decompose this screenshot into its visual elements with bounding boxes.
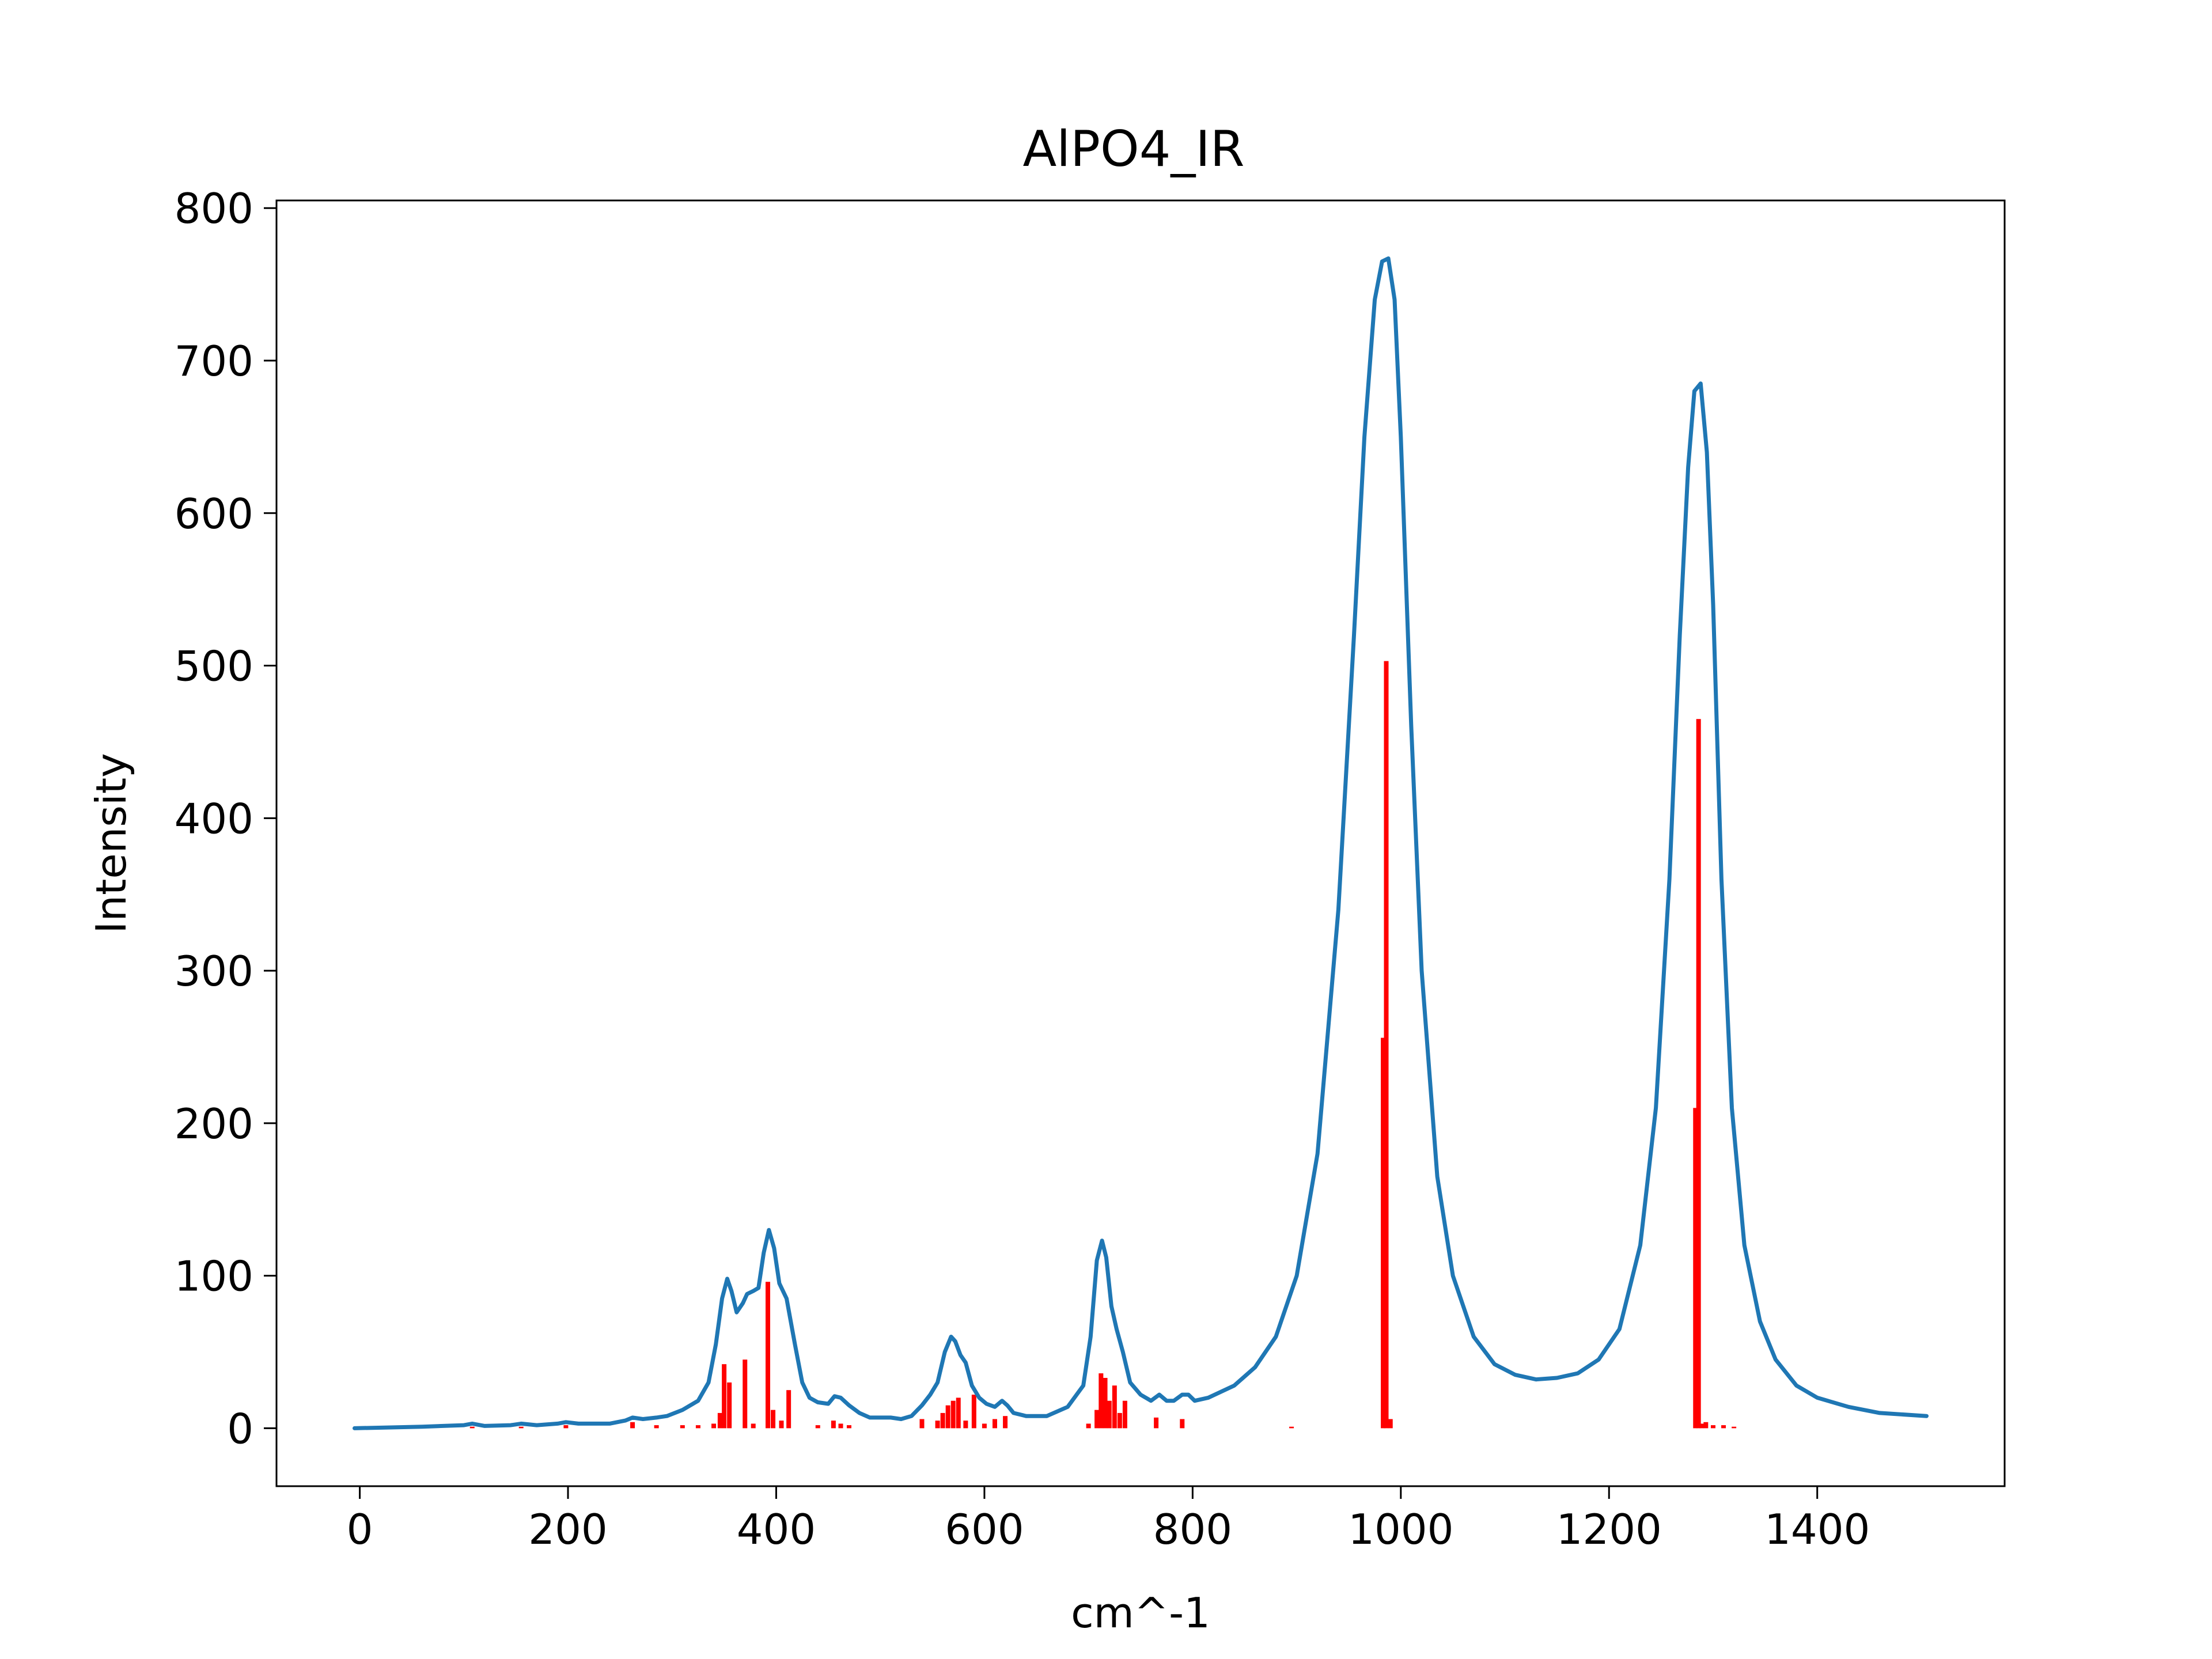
stick-bar xyxy=(1112,1385,1117,1429)
plot-area xyxy=(353,256,1929,1430)
stick-bar xyxy=(563,1425,569,1429)
stick-bar xyxy=(722,1364,727,1429)
chart-title: AlPO4_IR xyxy=(1022,120,1244,178)
stick-bar xyxy=(727,1382,732,1429)
stick-bar xyxy=(1003,1416,1008,1429)
stick-bar xyxy=(751,1423,756,1429)
y-tick-label: 0 xyxy=(227,1404,253,1453)
x-tick-label: 1000 xyxy=(1348,1505,1453,1554)
stick-series xyxy=(469,661,1737,1429)
stick-bar xyxy=(982,1423,987,1429)
stick-bar xyxy=(1122,1400,1127,1429)
stick-bar xyxy=(1699,1423,1705,1429)
x-tick-label: 600 xyxy=(945,1505,1024,1554)
x-axis: 0 200 400 600 800 1000 1200 1400 xyxy=(347,1486,1870,1554)
stick-bar xyxy=(1103,1378,1108,1429)
stick-bar xyxy=(654,1425,659,1429)
y-axis: 0 100 200 300 400 500 600 700 800 xyxy=(175,184,276,1453)
x-tick-label: 1400 xyxy=(1764,1505,1870,1554)
stick-bar xyxy=(940,1412,945,1429)
stick-bar xyxy=(1289,1426,1294,1429)
stick-bar xyxy=(1107,1400,1112,1429)
y-tick-label: 800 xyxy=(175,184,253,233)
stick-bar xyxy=(766,1282,771,1429)
stick-bar xyxy=(717,1412,722,1429)
x-axis-label: cm^-1 xyxy=(1071,1589,1210,1637)
y-tick-label: 200 xyxy=(175,1100,253,1148)
stick-bar xyxy=(1099,1373,1104,1429)
stick-bar xyxy=(630,1422,635,1429)
stick-bar xyxy=(680,1425,685,1429)
y-tick-label: 300 xyxy=(175,947,253,995)
stick-bar xyxy=(971,1395,976,1429)
stick-bar xyxy=(1094,1410,1100,1429)
stick-bar xyxy=(992,1419,997,1429)
stick-bar xyxy=(786,1390,791,1429)
spectrum-line xyxy=(353,256,1929,1430)
stick-bar xyxy=(950,1400,956,1429)
stick-bar xyxy=(1710,1425,1715,1429)
y-tick-label: 600 xyxy=(175,490,253,538)
y-tick-label: 100 xyxy=(175,1252,253,1301)
stick-bar xyxy=(1180,1419,1185,1429)
stick-bar xyxy=(1703,1422,1709,1429)
stick-bar xyxy=(1381,1037,1386,1429)
stick-bar xyxy=(743,1359,748,1429)
stick-bar xyxy=(518,1426,524,1429)
y-tick-label: 500 xyxy=(175,642,253,691)
stick-bar xyxy=(838,1423,843,1429)
stick-bar xyxy=(956,1397,961,1429)
stick-bar xyxy=(1693,1108,1698,1429)
axes-frame xyxy=(275,199,2006,1487)
stick-bar xyxy=(919,1419,925,1429)
stick-bar xyxy=(1117,1412,1122,1429)
stick-bar xyxy=(945,1405,950,1429)
stick-bar xyxy=(831,1421,836,1429)
y-tick-label: 400 xyxy=(175,794,253,843)
stick-bar xyxy=(1732,1426,1737,1429)
stick-bar xyxy=(1388,1419,1393,1429)
stick-bar xyxy=(1696,719,1701,1429)
stick-bar xyxy=(1384,661,1389,1429)
x-tick-label: 1200 xyxy=(1556,1505,1662,1554)
stick-bar xyxy=(779,1421,784,1429)
x-tick-label: 400 xyxy=(737,1505,816,1554)
stick-bar xyxy=(935,1421,940,1429)
stick-bar xyxy=(695,1425,700,1429)
stick-bar xyxy=(1154,1417,1159,1429)
x-tick-label: 200 xyxy=(528,1505,607,1554)
y-axis-label: Intensity xyxy=(87,753,135,933)
stick-bar xyxy=(815,1425,820,1429)
x-tick-label: 0 xyxy=(347,1505,373,1554)
stick-bar xyxy=(1721,1425,1726,1429)
stick-bar xyxy=(963,1421,968,1429)
stick-bar xyxy=(846,1425,851,1429)
stick-bar xyxy=(771,1410,776,1429)
x-tick-label: 800 xyxy=(1153,1505,1232,1554)
stick-bar xyxy=(469,1426,475,1429)
stick-bar xyxy=(1086,1423,1091,1429)
y-tick-label: 700 xyxy=(175,337,253,385)
stick-bar xyxy=(711,1423,717,1429)
